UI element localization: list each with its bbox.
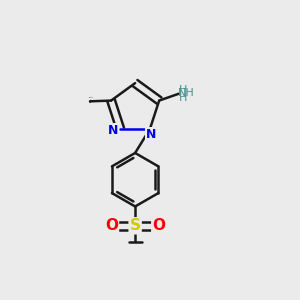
Text: S: S (130, 218, 141, 233)
Text: N: N (146, 128, 156, 141)
Text: methyl: methyl (89, 97, 94, 98)
Text: O: O (106, 218, 118, 233)
Text: O: O (152, 218, 165, 233)
Text: H: H (178, 93, 187, 103)
Text: NH: NH (177, 88, 194, 98)
Text: H: H (178, 85, 187, 95)
Text: N: N (108, 124, 118, 137)
